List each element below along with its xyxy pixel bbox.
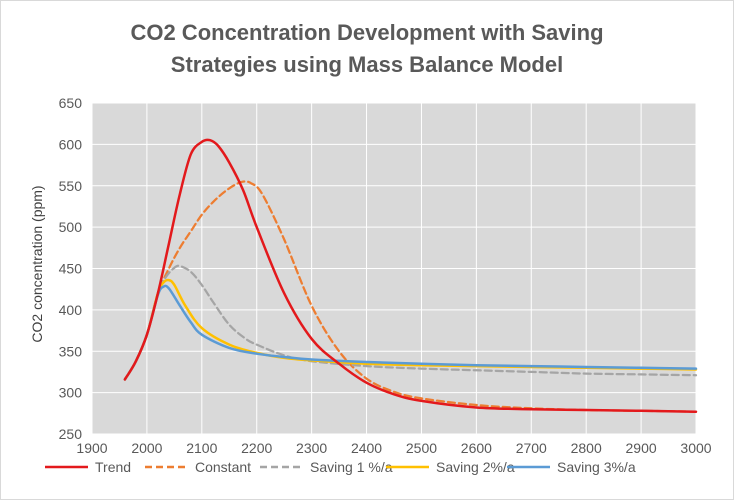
x-tick-label: 3000 <box>680 440 711 456</box>
x-tick-label: 2800 <box>571 440 602 456</box>
y-tick-label: 450 <box>59 261 83 277</box>
y-tick-label: 550 <box>59 178 83 194</box>
legend-label: Trend <box>95 459 131 475</box>
series-line-trend <box>123 138 698 413</box>
axis-ticks: 250 300 350 400 450 500 550 600 650 1900 2000 2100 2… <box>59 95 712 456</box>
x-tick-label: 2900 <box>626 440 657 456</box>
x-tick-label: 2000 <box>131 440 162 456</box>
x-tick-label: 2100 <box>186 440 217 456</box>
x-tick-label: 2400 <box>351 440 382 456</box>
legend: Trend Constant Saving 1 %/a Saving 2%/a Savi… <box>45 459 636 475</box>
y-tick-label: 350 <box>59 343 83 359</box>
x-tick-label: 2500 <box>406 440 437 456</box>
chart-title-line-2: Strategies using Mass Balance Model <box>171 52 563 77</box>
y-tick-label: 250 <box>59 426 83 442</box>
y-axis-title: CO2 concentration (ppm) <box>29 185 45 342</box>
y-tick-label: 300 <box>59 385 83 401</box>
legend-label: Saving 2%/a <box>436 459 515 475</box>
y-tick-label: 500 <box>59 219 83 235</box>
chart-title-line-1: CO2 Concentration Development with Savin… <box>130 20 603 45</box>
y-tick-label: 600 <box>59 136 83 152</box>
y-tick-label: 400 <box>59 302 83 318</box>
x-tick-label: 2700 <box>516 440 547 456</box>
y-tick-label: 650 <box>59 95 83 111</box>
legend-label: Saving 1 %/a <box>310 459 393 475</box>
x-tick-label: 2300 <box>296 440 327 456</box>
series-lines <box>123 138 698 413</box>
legend-label: Saving 3%/a <box>557 459 636 475</box>
series-line-constant <box>123 180 698 413</box>
x-tick-label: 1900 <box>76 440 107 456</box>
legend-label: Constant <box>195 459 251 475</box>
x-tick-label: 2200 <box>241 440 272 456</box>
x-tick-label: 2600 <box>461 440 492 456</box>
